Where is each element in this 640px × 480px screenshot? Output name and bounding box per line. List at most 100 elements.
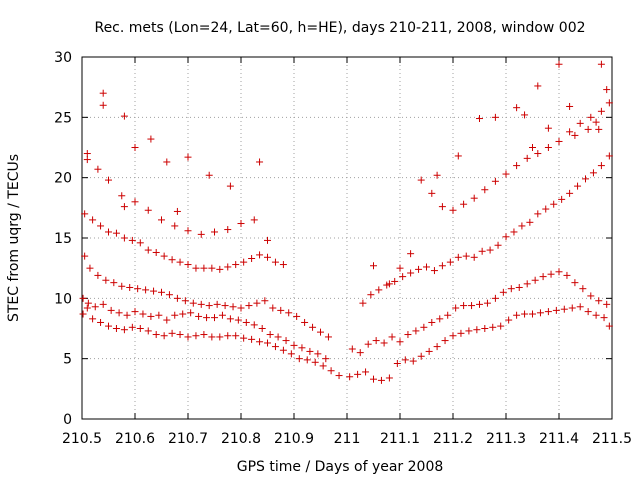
data-point xyxy=(253,299,261,307)
data-point xyxy=(348,345,356,353)
data-point xyxy=(407,250,415,258)
data-point xyxy=(566,189,574,197)
x-tick-label: 210.8 xyxy=(221,431,261,447)
data-point xyxy=(513,311,521,319)
data-point xyxy=(250,321,258,329)
data-point xyxy=(491,113,499,121)
data-point xyxy=(460,200,468,208)
data-point xyxy=(224,263,232,271)
data-point xyxy=(489,323,497,331)
data-point xyxy=(481,186,489,194)
y-tick-labels: 0 5 10 15 20 25 30 xyxy=(54,50,72,428)
data-point xyxy=(513,162,521,170)
data-point xyxy=(258,325,266,332)
data-point xyxy=(128,323,136,331)
y-tick-label: 15 xyxy=(54,231,72,247)
data-point xyxy=(160,252,168,260)
data-point xyxy=(99,89,107,97)
data-point xyxy=(131,198,139,206)
data-point xyxy=(518,222,526,230)
data-point xyxy=(558,195,566,203)
data-point xyxy=(147,135,155,143)
data-point xyxy=(542,205,550,213)
data-point xyxy=(433,171,441,179)
data-point xyxy=(105,322,112,330)
data-point xyxy=(115,309,123,317)
data-point xyxy=(375,286,383,294)
data-point xyxy=(173,207,181,215)
data-point xyxy=(195,312,203,320)
data-point xyxy=(356,349,364,357)
data-point xyxy=(566,128,574,136)
data-point xyxy=(120,326,128,334)
data-point xyxy=(264,253,271,261)
data-point xyxy=(584,308,592,316)
data-point xyxy=(454,253,462,261)
data-point xyxy=(597,60,605,68)
data-point xyxy=(158,288,165,296)
data-point xyxy=(89,315,97,323)
data-point xyxy=(224,332,232,340)
data-point xyxy=(592,118,600,126)
data-point xyxy=(211,228,218,236)
data-point xyxy=(377,376,385,384)
data-point xyxy=(531,276,539,284)
data-point xyxy=(457,329,465,337)
data-point xyxy=(476,115,483,123)
data-point xyxy=(91,303,99,311)
data-point xyxy=(521,111,529,119)
data-point xyxy=(534,82,542,90)
data-point xyxy=(436,315,444,323)
data-point xyxy=(173,294,181,302)
data-point xyxy=(526,218,534,226)
data-point xyxy=(502,170,510,178)
data-point xyxy=(597,107,605,115)
data-point xyxy=(248,335,256,343)
data-point xyxy=(271,343,279,351)
data-point xyxy=(465,327,473,335)
data-point xyxy=(105,176,112,184)
data-point xyxy=(388,333,396,341)
x-axis-label: GPS time / Days of year 2008 xyxy=(237,459,444,475)
data-point xyxy=(560,305,568,313)
data-points xyxy=(79,60,613,384)
data-point xyxy=(399,273,407,281)
data-point xyxy=(94,165,102,173)
data-point xyxy=(552,306,560,314)
data-point xyxy=(452,304,460,312)
data-point xyxy=(152,248,160,256)
x-tick-labels: 210.5 210.6 210.7 210.8 210.9 211 211.1 211.2 21… xyxy=(62,431,632,447)
data-point xyxy=(79,310,87,318)
data-point xyxy=(592,311,600,319)
data-point xyxy=(412,327,420,335)
data-point xyxy=(264,236,271,244)
data-point xyxy=(208,333,216,341)
data-point xyxy=(483,299,491,307)
data-point xyxy=(550,200,558,208)
data-point xyxy=(245,302,253,310)
data-point xyxy=(112,229,120,237)
data-point xyxy=(563,271,571,279)
data-point xyxy=(224,226,232,234)
data-point xyxy=(404,331,412,339)
data-point xyxy=(229,303,237,311)
data-point xyxy=(385,280,393,288)
data-point xyxy=(131,308,139,316)
data-point xyxy=(568,304,576,312)
data-point xyxy=(94,271,102,279)
data-point xyxy=(274,333,282,341)
data-point xyxy=(226,315,234,323)
data-point xyxy=(128,236,136,244)
data-point xyxy=(587,292,595,300)
data-point xyxy=(441,337,449,345)
data-point xyxy=(335,372,343,380)
data-point xyxy=(473,326,481,334)
data-point xyxy=(136,325,144,332)
data-point xyxy=(81,210,89,218)
data-point xyxy=(529,144,536,151)
x-tick-label: 210.5 xyxy=(62,431,102,447)
grid xyxy=(82,57,612,419)
y-tick-label: 20 xyxy=(54,171,72,187)
data-point xyxy=(123,311,131,319)
data-point xyxy=(391,277,399,285)
